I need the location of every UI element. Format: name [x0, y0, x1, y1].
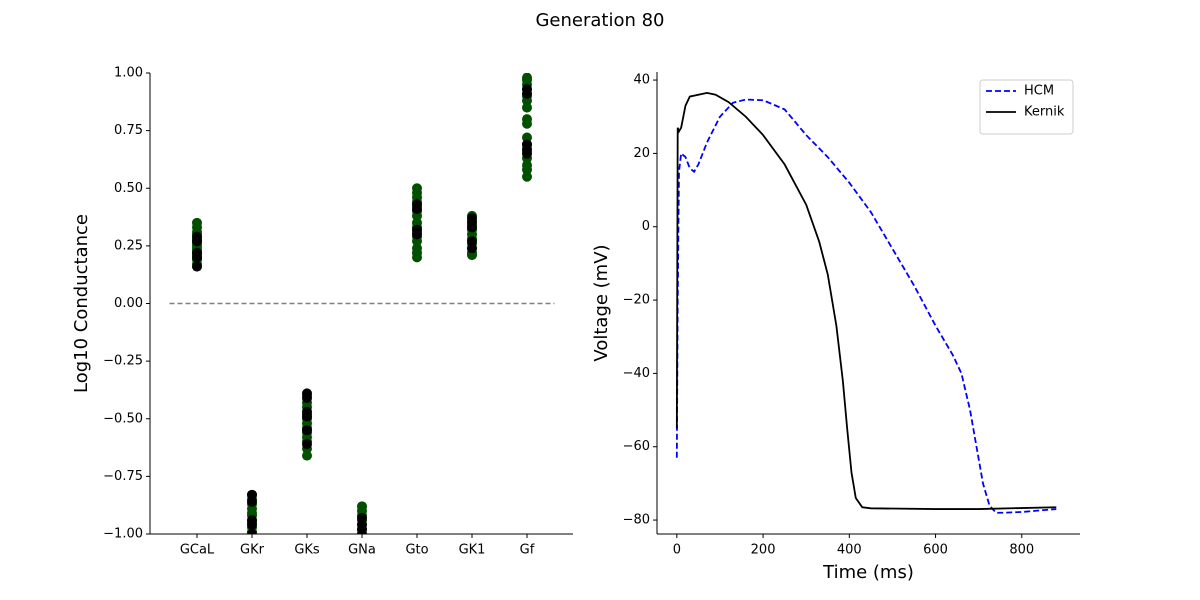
point	[357, 529, 367, 534]
y-tick-label: 40	[633, 73, 650, 88]
point	[192, 236, 202, 247]
legend-label: HCM	[1024, 84, 1054, 99]
figure-title: Generation 80	[535, 10, 664, 31]
point	[412, 236, 422, 247]
point	[302, 450, 312, 461]
point	[522, 95, 532, 106]
y-tick-label: −1.00	[103, 527, 143, 542]
plot-area	[675, 91, 1057, 514]
line-series	[675, 98, 1057, 514]
point	[357, 512, 367, 523]
x-tick-label: GCaL	[180, 543, 215, 558]
x-axis-label: Time (ms)	[822, 562, 914, 583]
point	[522, 132, 532, 143]
y-tick-label: 0	[642, 219, 650, 234]
point	[192, 261, 202, 272]
x-tick-label: Gto	[405, 543, 428, 558]
point	[467, 236, 477, 247]
x-tick-label: Gf	[520, 543, 535, 558]
point	[467, 250, 477, 261]
point	[247, 529, 257, 534]
y-tick-label: −20	[623, 293, 650, 308]
point	[412, 229, 422, 240]
point	[302, 393, 312, 404]
point	[247, 519, 257, 530]
y-tick-label: 20	[633, 146, 650, 161]
y-tick-label: −0.75	[103, 469, 143, 484]
y-tick-label: −80	[623, 513, 650, 528]
point	[467, 243, 477, 254]
point	[467, 222, 477, 233]
y-tick-label: 0.75	[114, 123, 143, 138]
legend-label: Kernik	[1024, 105, 1065, 120]
x-tick-label: 0	[673, 543, 681, 558]
point	[522, 148, 532, 159]
x-tick-label: GNa	[348, 543, 376, 558]
y-tick-label: −40	[623, 366, 650, 381]
point	[412, 210, 422, 221]
x-tick-label: 200	[751, 543, 776, 558]
y-tick-label: 0.25	[114, 238, 143, 253]
plot-area	[169, 73, 555, 534]
x-tick-label: 800	[1009, 543, 1034, 558]
point	[412, 203, 422, 214]
y-tick-label: 1.00	[114, 66, 143, 81]
legend-box	[979, 79, 1074, 135]
line-series	[675, 91, 1057, 510]
y-tick-label: 0.50	[114, 181, 143, 196]
y-axis-label: Voltage (mV)	[591, 244, 612, 361]
x-tick-label: GKr	[240, 543, 265, 558]
legend: HCM Kernik	[979, 79, 1074, 135]
y-tick-label: −60	[623, 439, 650, 454]
point	[302, 411, 312, 422]
y-tick-label: 0.00	[114, 296, 143, 311]
point	[302, 439, 312, 450]
point	[247, 489, 257, 500]
point	[522, 102, 532, 113]
y-tick-label: −0.50	[103, 411, 143, 426]
point	[522, 171, 532, 182]
x-tick-label: GK1	[459, 543, 486, 558]
point	[522, 88, 532, 99]
y-axis-label: Log10 Conductance	[71, 214, 92, 393]
x-tick-label: GKs	[294, 543, 320, 558]
x-tick-label: 400	[837, 543, 862, 558]
y-tick-label: −0.25	[103, 354, 143, 369]
point	[522, 164, 532, 175]
point	[522, 118, 532, 129]
point	[247, 496, 257, 507]
x-tick-label: 600	[923, 543, 948, 558]
point	[192, 252, 202, 263]
point	[302, 425, 312, 436]
point	[412, 252, 422, 263]
